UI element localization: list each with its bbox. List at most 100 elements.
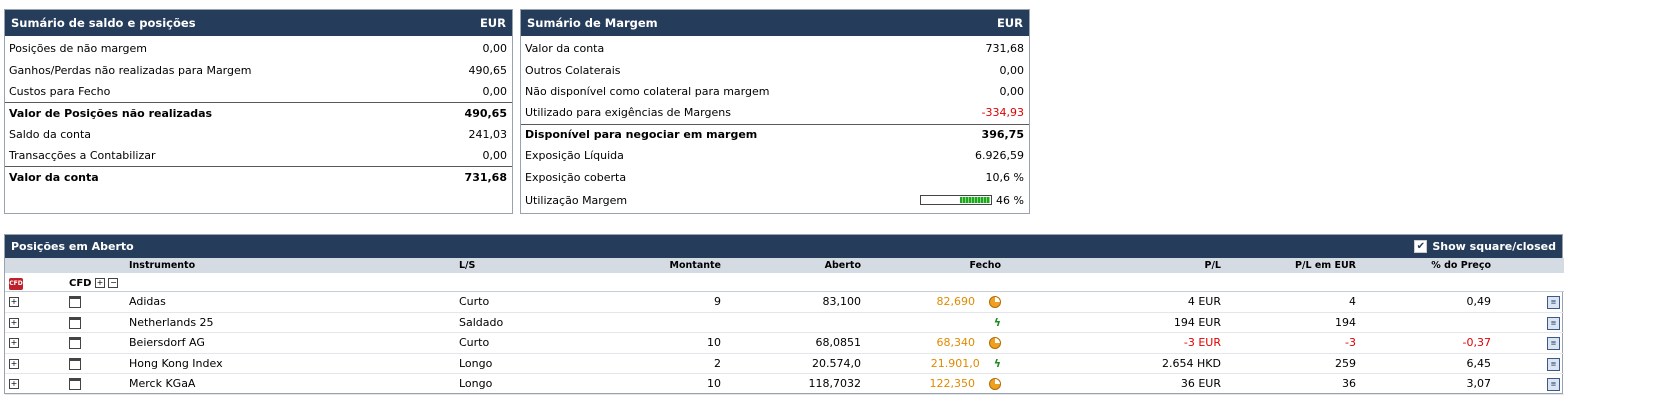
instrument-cell[interactable]: Beiersdorf AG (125, 332, 455, 354)
open-positions-header: Posições em Aberto ✔ Show square/closed (5, 235, 1562, 258)
margin-summary-header: Sumário de Margem EUR (521, 10, 1029, 36)
pct-cell: -0,37 (1360, 332, 1495, 354)
details-icon[interactable]: ≡ (1547, 357, 1560, 371)
instrument-cell[interactable]: Netherlands 25 (125, 312, 455, 333)
position-row[interactable]: + Hong Kong Index Longo 2 20.574,0 21.901,0 ϟ… (5, 353, 1564, 374)
col-amount[interactable]: Montante (575, 258, 725, 273)
summary-row: Posições de não margem 0,00 (5, 38, 512, 59)
expand-row-icon[interactable]: + (9, 379, 19, 390)
margin-summary-panel: Sumário de Margem EUR Valor da conta 731,… (520, 9, 1030, 214)
instrument-cell[interactable]: Hong Kong Index (125, 353, 455, 374)
close-value: 21.901,0 (930, 356, 980, 370)
col-ls[interactable]: L/S (455, 258, 575, 273)
col-close[interactable]: Fecho (865, 258, 1005, 273)
pl-cell: -3 EUR (1005, 332, 1225, 354)
pl-eur-cell: 36 (1225, 373, 1360, 395)
margin-value: 0,00 (999, 63, 1025, 77)
col-pct[interactable]: % do Preço (1360, 258, 1495, 273)
col-instrument[interactable]: Instrumento (125, 258, 455, 273)
details-icon[interactable]: ≡ (1547, 316, 1560, 330)
margin-value-negative: -334,93 (981, 106, 1024, 120)
calendar-icon (69, 316, 81, 329)
margin-utilization-bar (920, 195, 993, 206)
summary-value: 731,68 (464, 171, 507, 185)
margin-label: Utilizado para exigências de Margens (525, 106, 731, 120)
expand-all-icon[interactable]: + (94, 277, 105, 288)
pct-cell: 0,49 (1360, 291, 1495, 313)
margin-row: Valor da conta 731,68 (521, 38, 1029, 59)
margin-row: Não disponível como colateral para marge… (521, 81, 1029, 102)
margin-summary-currency: EUR (996, 16, 1023, 30)
details-icon[interactable]: ≡ (1547, 378, 1560, 392)
ls-cell: Saldado (455, 312, 575, 333)
open-cell: 118,7032 (725, 373, 865, 395)
summary-value: 0,00 (482, 84, 508, 98)
col-pl-eur[interactable]: P/L em EUR (1225, 258, 1360, 273)
summary-label: Ganhos/Perdas não realizadas para Margem (9, 63, 252, 77)
details-icon[interactable]: ≡ (1547, 337, 1560, 351)
balance-summary-currency: EUR (479, 16, 506, 30)
instrument-cell[interactable]: Adidas (125, 291, 455, 313)
expand-row-icon[interactable]: + (9, 338, 19, 349)
margin-utilization-gauge: 46 % (920, 194, 1024, 207)
summary-value: 490,65 (464, 106, 507, 120)
margin-row: Outros Colaterais 0,00 (521, 59, 1029, 80)
ls-cell: Longo (455, 353, 575, 374)
col-open[interactable]: Aberto (725, 258, 865, 273)
show-closed-label: Show square/closed (1432, 240, 1556, 253)
calendar-icon (69, 296, 81, 309)
close-cell: 68,340 (865, 332, 1005, 354)
margin-label: Disponível para negociar em margem (525, 128, 758, 142)
expand-row-icon[interactable]: + (9, 358, 19, 369)
calendar-icon (69, 337, 81, 350)
summary-row: Custos para Fecho 0,00 (5, 81, 512, 102)
margin-label: Exposição coberta (525, 170, 627, 184)
amount-cell (575, 312, 725, 333)
summary-label: Saldo da conta (9, 127, 92, 141)
pl-cell: 2.654 HKD (1005, 353, 1225, 374)
open-cell: 68,0851 (725, 332, 865, 354)
col-pl[interactable]: P/L (1005, 258, 1225, 273)
position-row[interactable]: + Adidas Curto 9 83,100 82,690 4 EUR 4 0,49 ≡ (5, 291, 1564, 313)
ls-cell: Curto (455, 291, 575, 313)
group-row-cfd: CFD CFD + − (5, 273, 1564, 292)
margin-value: 10,6 % (985, 170, 1024, 184)
details-icon[interactable]: ≡ (1547, 296, 1560, 310)
show-closed-toggle[interactable]: ✔ Show square/closed (1414, 240, 1556, 253)
lightning-icon: ϟ (993, 356, 1001, 370)
margin-row-available: Disponível para negociar em margem 396,75 (521, 123, 1029, 145)
margin-row: Utilizado para exigências de Margens -334… (521, 102, 1029, 123)
close-cell: ϟ (865, 312, 1005, 333)
open-cell (725, 312, 865, 333)
margin-value: 396,75 (981, 128, 1024, 142)
summary-value: 490,65 (468, 63, 508, 77)
pl-cell: 36 EUR (1005, 373, 1225, 395)
expand-row-icon[interactable]: + (9, 297, 19, 308)
close-cell: 122,350 (865, 373, 1005, 395)
margin-label: Não disponível como colateral para marge… (525, 84, 770, 98)
expand-row-icon[interactable]: + (9, 317, 19, 328)
pl-cell: 194 EUR (1005, 312, 1225, 333)
positions-table: Instrumento L/S Montante Aberto Fecho P/… (5, 258, 1564, 395)
summary-row-account-value: Valor da conta 731,68 (5, 166, 512, 187)
summary-value: 241,03 (468, 127, 508, 141)
position-row[interactable]: + Netherlands 25 Saldado ϟ 194 EUR 194 ≡ (5, 312, 1564, 333)
summary-label: Valor de Posições não realizadas (9, 106, 213, 120)
pct-cell: 3,07 (1360, 373, 1495, 395)
pl-eur-cell: -3 (1225, 332, 1360, 354)
position-row[interactable]: + Beiersdorf AG Curto 10 68,0851 68,340 -3 EU… (5, 332, 1564, 354)
summary-label: Custos para Fecho (9, 84, 111, 98)
instrument-cell[interactable]: Merck KGaA (125, 373, 455, 395)
position-row[interactable]: + Merck KGaA Longo 10 118,7032 122,350 36 EUR… (5, 373, 1564, 395)
summary-row: Ganhos/Perdas não realizadas para Margem… (5, 59, 512, 80)
pct-cell: 6,45 (1360, 353, 1495, 374)
checkbox-checked-icon[interactable]: ✔ (1414, 240, 1428, 253)
collapse-all-icon[interactable]: − (108, 277, 119, 288)
summary-value: 0,00 (482, 149, 508, 163)
lightning-icon: ϟ (993, 315, 1001, 329)
pie-icon (989, 378, 1001, 391)
open-cell: 20.574,0 (725, 353, 865, 374)
close-cell: 21.901,0 ϟ (865, 353, 1005, 374)
open-positions-title: Posições em Aberto (11, 240, 134, 253)
margin-label: Outros Colaterais (525, 63, 621, 77)
